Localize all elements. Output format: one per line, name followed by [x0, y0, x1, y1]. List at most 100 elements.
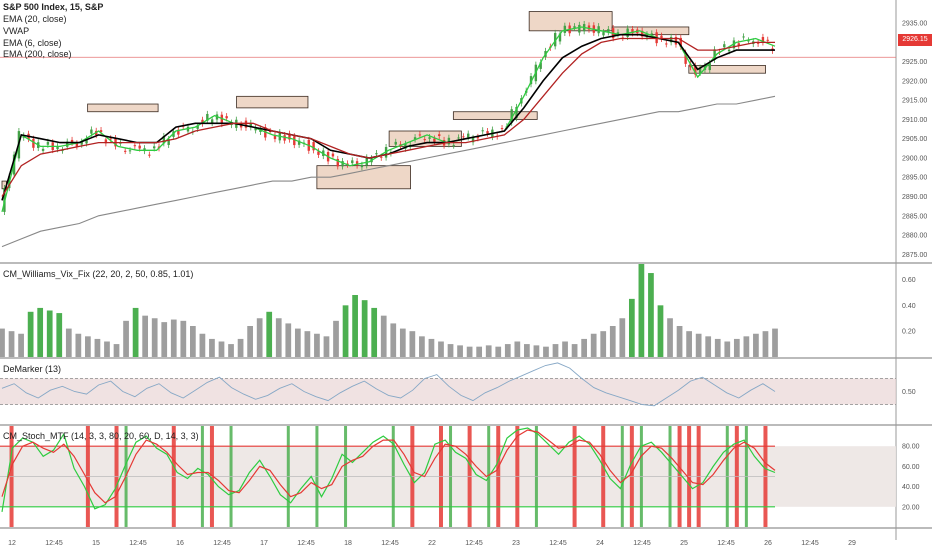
candle-body: [80, 141, 83, 145]
x-tick-label: 12:45: [45, 540, 63, 547]
vix-fix-bar: [132, 307, 139, 357]
vix-fix-bar: [705, 336, 712, 357]
candle-body: [341, 161, 344, 167]
vix-fix-bar: [113, 344, 120, 357]
vix-fix-bar: [228, 344, 234, 357]
vix-fix-bar: [419, 336, 425, 357]
y-tick-label: 0.50: [902, 389, 916, 396]
stoch-pane-title[interactable]: CM_Stoch_MTF (14, 3, 3, 80, 20, 60, D, 1…: [3, 431, 199, 441]
vix-fix-bar: [533, 345, 540, 357]
candle-body: [761, 36, 765, 43]
candle-body: [674, 36, 678, 45]
supply-demand-zone: [388, 130, 462, 147]
vix-fix-bar: [256, 318, 263, 357]
candle-body: [689, 63, 692, 68]
demarker-pane-title[interactable]: DeMarker (13): [3, 364, 62, 374]
supply-demand-zone: [87, 103, 159, 113]
vix-fix-bar: [180, 320, 187, 357]
vix-fix-pane-title[interactable]: CM_Williams_Vix_Fix (22, 20, 2, 50, 0.85…: [3, 269, 194, 279]
x-tick-label: 26: [764, 540, 772, 547]
vix-fix-bar: [161, 322, 168, 357]
vix-fix-bar: [18, 333, 24, 357]
indicator-label-ema6[interactable]: EMA (6, close): [3, 38, 62, 48]
vix-fix-bar: [237, 338, 244, 357]
vix-fix-bar: [628, 298, 635, 357]
main-chart-title: S&P 500 Index, 15, S&P: [3, 2, 104, 12]
candle-body: [336, 158, 339, 167]
candle-body: [486, 131, 489, 134]
y-tick-label: 2875.00: [902, 252, 927, 259]
vix-fix-bar: [504, 344, 511, 357]
x-tick-label: 16: [176, 540, 184, 547]
candle-body: [99, 130, 103, 133]
indicator-label-vwap[interactable]: VWAP: [3, 26, 30, 36]
candle-body: [90, 129, 93, 134]
candle-body: [500, 128, 504, 130]
candle-body: [210, 119, 214, 124]
candle-body: [351, 160, 354, 164]
y-tick-label: 80.00: [902, 444, 920, 451]
vix-fix-bar: [123, 320, 129, 357]
vix-fix-bar: [104, 341, 110, 357]
candle-body: [708, 63, 711, 71]
candle-body: [457, 137, 460, 139]
vix-fix-bar: [466, 346, 473, 357]
candle-body: [288, 133, 291, 140]
candle-body: [650, 33, 654, 35]
y-tick-label: 0.40: [902, 303, 916, 310]
demarker-band: [0, 378, 896, 405]
y-tick-label: 0.20: [902, 329, 916, 336]
x-tick-label: 12: [8, 540, 16, 547]
indicator-label-ema20[interactable]: EMA (20, close): [3, 14, 67, 24]
candle-body: [177, 129, 180, 135]
candle-body: [239, 124, 243, 128]
vix-fix-bar: [753, 333, 759, 357]
candle-body: [684, 52, 687, 64]
candle-body: [723, 44, 726, 48]
candle-body: [133, 145, 137, 147]
vix-fix-bar: [485, 345, 492, 357]
vix-fix-bar: [0, 328, 5, 357]
candle-body: [587, 25, 591, 30]
y-tick-label: 60.00: [902, 464, 920, 471]
y-tick-label: 0.60: [902, 277, 916, 284]
vix-fix-bar: [56, 313, 63, 357]
candle-body: [607, 29, 610, 33]
candle-body: [312, 142, 315, 151]
vix-fix-bar: [371, 307, 378, 357]
vix-fix-bar: [772, 328, 778, 357]
vix-fix-bar: [323, 336, 330, 357]
y-tick-label: 2880.00: [902, 233, 927, 240]
candle-body: [201, 119, 204, 124]
vix-fix-bar: [676, 326, 683, 357]
candle-body: [297, 140, 301, 145]
candle-body: [602, 32, 605, 36]
demarker-line: [1, 362, 776, 407]
candle-body: [404, 143, 407, 149]
candle-body: [128, 150, 132, 152]
indicator-label-ema200[interactable]: EMA (200, close): [3, 49, 72, 59]
vix-fix-bar: [657, 305, 664, 357]
vix-fix-bar: [294, 328, 301, 357]
y-tick-label: 40.00: [902, 484, 920, 491]
candle-body: [249, 122, 253, 128]
candle-body: [447, 137, 451, 145]
vix-fix-bar: [524, 344, 530, 357]
candle-body: [640, 30, 644, 37]
vix-fix-bar: [552, 344, 559, 357]
candle-body: [631, 29, 634, 34]
vix-fix-bar: [667, 318, 673, 357]
y-tick-label: 2915.00: [902, 98, 927, 105]
x-tick-label: 12:45: [717, 540, 735, 547]
candle-body: [553, 32, 557, 47]
candle-body: [515, 106, 518, 119]
candle-body: [558, 33, 562, 42]
vix-fix-bar: [85, 336, 91, 357]
vix-fix-bar: [352, 295, 358, 357]
candle-body: [616, 32, 620, 35]
candle-body: [70, 139, 74, 143]
vix-fix-bar: [190, 326, 196, 357]
candle-body: [737, 43, 740, 46]
vix-fix-bar: [571, 344, 578, 357]
